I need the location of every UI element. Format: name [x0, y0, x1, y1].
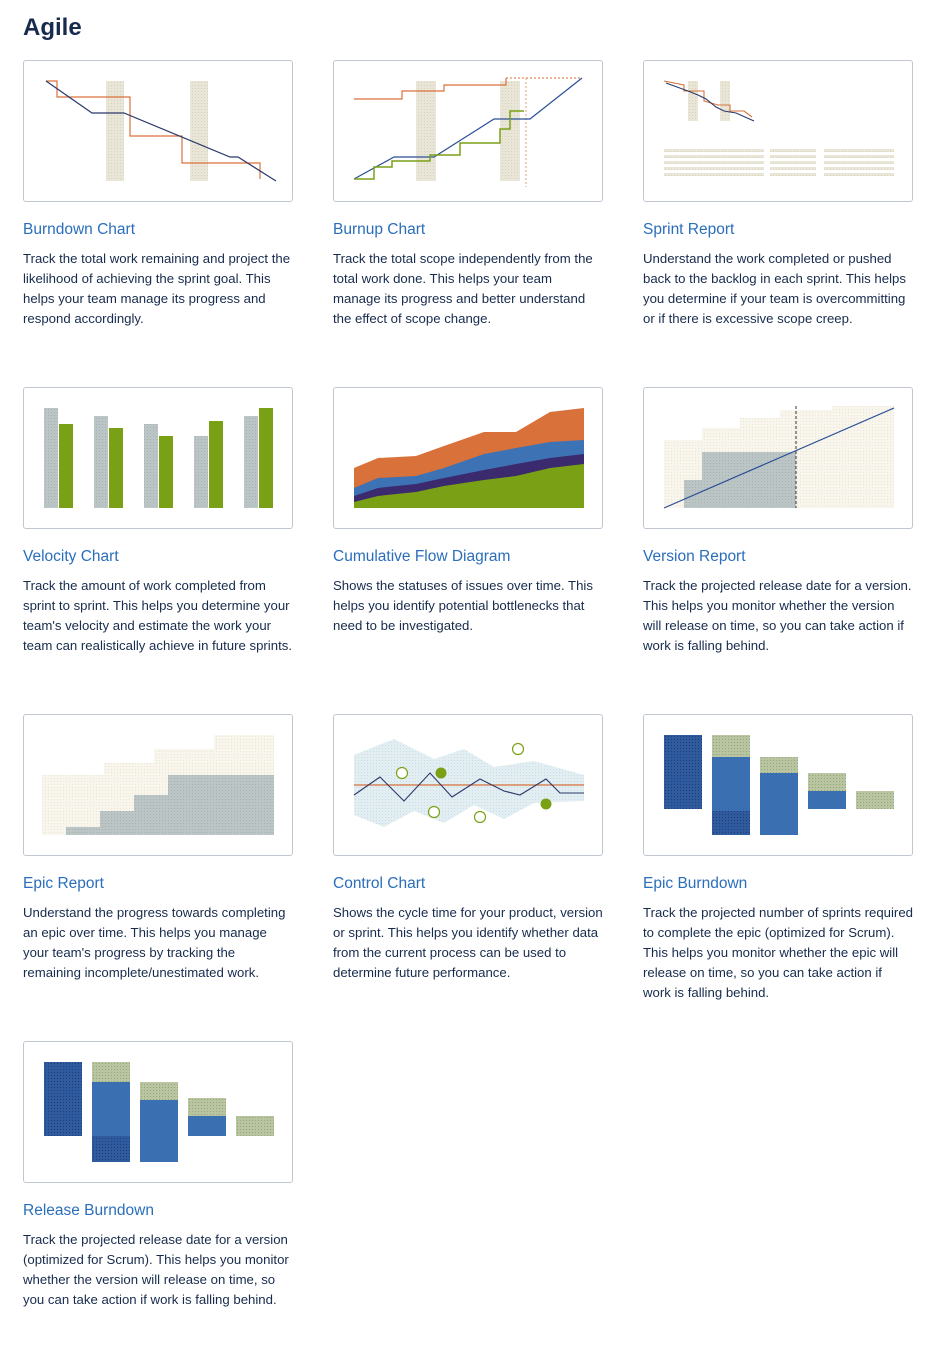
report-link-control-chart[interactable]: Control Chart: [333, 875, 426, 892]
report-link-release-burndown[interactable]: Release Burndown: [23, 1202, 154, 1219]
report-card-control-chart: Control Chart Shows the cycle time for y…: [333, 714, 603, 983]
report-description: Track the total work remaining and proje…: [23, 251, 291, 326]
report-description: Track the projected release date for a v…: [23, 1232, 289, 1307]
report-card-version-report: Version Report Track the projected relea…: [643, 387, 913, 656]
report-description: Understand the work completed or pushed …: [643, 251, 906, 326]
report-description: Track the projected number of sprints re…: [643, 905, 913, 1000]
report-description: Track the amount of work completed from …: [23, 578, 292, 653]
report-card-epic-report: Epic Report Understand the progress towa…: [23, 714, 293, 983]
report-link-burnup-chart[interactable]: Burnup Chart: [333, 221, 426, 238]
report-card-cumulative-flow-diagram: Cumulative Flow Diagram Shows the status…: [333, 387, 603, 636]
report-link-burndown-chart[interactable]: Burndown Chart: [23, 221, 136, 238]
page-title: Agile: [23, 14, 82, 41]
report-card-release-burndown: Release Burndown Track the projected rel…: [23, 1041, 293, 1310]
report-description: Track the projected release date for a v…: [643, 578, 912, 653]
report-card-epic-burndown: Epic Burndown Track the projected number…: [643, 714, 913, 1003]
report-card-burndown-chart: Burndown Chart Track the total work rema…: [23, 60, 293, 329]
release-burndown-thumbnail[interactable]: [23, 1041, 293, 1183]
report-card-sprint-report: Sprint Report Understand the work comple…: [643, 60, 913, 329]
report-link-epic-report[interactable]: Epic Report: [23, 875, 104, 892]
report-card-burnup-chart: Burnup Chart Track the total scope indep…: [333, 60, 603, 329]
velocity-chart-thumbnail[interactable]: [23, 387, 293, 529]
report-description: Understand the progress towards completi…: [23, 905, 286, 980]
report-link-cumulative-flow-diagram[interactable]: Cumulative Flow Diagram: [333, 548, 511, 565]
burnup-chart-thumbnail[interactable]: [333, 60, 603, 202]
version-report-thumbnail[interactable]: [643, 387, 913, 529]
epic-report-thumbnail[interactable]: [23, 714, 293, 856]
epic-burndown-thumbnail[interactable]: [643, 714, 913, 856]
report-description: Shows the statuses of issues over time. …: [333, 578, 593, 633]
control-chart-thumbnail[interactable]: [333, 714, 603, 856]
report-link-sprint-report[interactable]: Sprint Report: [643, 221, 735, 238]
sprint-report-thumbnail[interactable]: [643, 60, 913, 202]
report-link-velocity-chart[interactable]: Velocity Chart: [23, 548, 119, 565]
report-card-velocity-chart: Velocity Chart Track the amount of work …: [23, 387, 293, 656]
report-link-version-report[interactable]: Version Report: [643, 548, 746, 565]
report-link-epic-burndown[interactable]: Epic Burndown: [643, 875, 748, 892]
report-description: Track the total scope independently from…: [333, 251, 593, 326]
burndown-chart-thumbnail[interactable]: [23, 60, 293, 202]
report-description: Shows the cycle time for your product, v…: [333, 905, 603, 980]
cumulative-flow-thumbnail[interactable]: [333, 387, 603, 529]
